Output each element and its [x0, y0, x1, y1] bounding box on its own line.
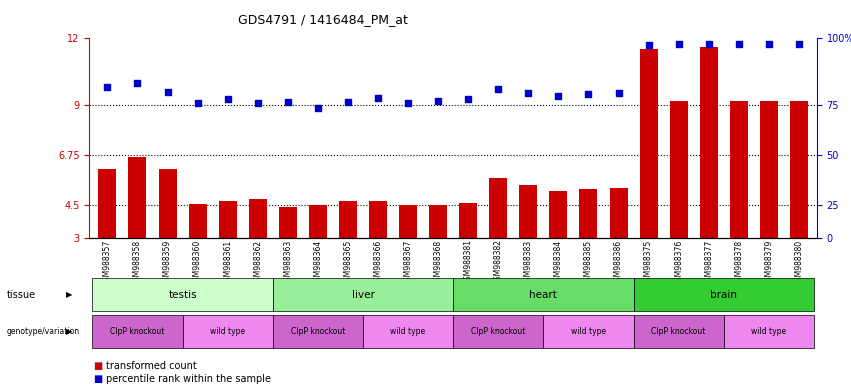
Bar — [550, 192, 568, 238]
Bar — [460, 203, 477, 238]
Text: wild type: wild type — [210, 327, 245, 336]
Text: ClpP knockout: ClpP knockout — [652, 327, 705, 336]
Text: brain: brain — [711, 290, 737, 300]
Text: ■: ■ — [94, 361, 103, 371]
Text: ClpP knockout: ClpP knockout — [291, 327, 345, 336]
Bar — [339, 202, 357, 238]
Bar — [369, 202, 387, 238]
Text: genotype/variation: genotype/variation — [7, 327, 80, 336]
Text: ▶: ▶ — [66, 327, 73, 336]
Point — [221, 96, 235, 103]
Point — [702, 41, 716, 47]
Text: ■: ■ — [94, 374, 103, 384]
Text: heart: heart — [529, 290, 557, 300]
Point — [251, 100, 265, 106]
Point — [431, 98, 445, 104]
Bar — [158, 169, 176, 238]
Point — [131, 80, 145, 86]
Text: ▶: ▶ — [66, 290, 73, 299]
Bar — [670, 101, 688, 238]
Bar — [399, 205, 417, 238]
Text: testis: testis — [168, 290, 197, 300]
Bar — [99, 169, 117, 238]
Text: wild type: wild type — [391, 327, 426, 336]
Bar — [309, 205, 327, 238]
Bar — [489, 178, 507, 238]
Text: ClpP knockout: ClpP knockout — [111, 327, 164, 336]
Bar — [609, 188, 627, 238]
Bar — [219, 202, 237, 238]
Point — [402, 100, 415, 106]
Bar — [279, 207, 297, 238]
Bar — [429, 205, 447, 238]
Point — [671, 41, 685, 47]
Point — [612, 90, 625, 96]
Bar — [790, 101, 808, 238]
Point — [281, 99, 294, 105]
Text: liver: liver — [351, 290, 374, 300]
Point — [642, 42, 655, 48]
Point — [341, 99, 355, 105]
Text: percentile rank within the sample: percentile rank within the sample — [106, 374, 271, 384]
Point — [371, 95, 385, 101]
Bar — [189, 204, 207, 238]
Point — [461, 96, 475, 103]
Text: transformed count: transformed count — [106, 361, 197, 371]
Bar — [700, 47, 717, 238]
Bar — [129, 157, 146, 238]
Bar — [248, 199, 266, 238]
Point — [581, 91, 595, 97]
Point — [551, 93, 565, 99]
Text: GDS4791 / 1416484_PM_at: GDS4791 / 1416484_PM_at — [238, 13, 408, 26]
Bar — [519, 185, 537, 238]
Bar — [580, 189, 597, 238]
Text: wild type: wild type — [751, 327, 786, 336]
Point — [792, 41, 806, 47]
Point — [732, 41, 745, 47]
Point — [311, 105, 325, 111]
Bar — [730, 101, 748, 238]
Point — [762, 41, 775, 47]
Bar — [640, 50, 658, 238]
Text: ClpP knockout: ClpP knockout — [471, 327, 525, 336]
Text: wild type: wild type — [571, 327, 606, 336]
Point — [491, 86, 505, 93]
Point — [191, 100, 204, 106]
Point — [522, 90, 535, 96]
Bar — [760, 101, 778, 238]
Text: tissue: tissue — [7, 290, 36, 300]
Point — [161, 89, 174, 95]
Point — [100, 84, 114, 90]
